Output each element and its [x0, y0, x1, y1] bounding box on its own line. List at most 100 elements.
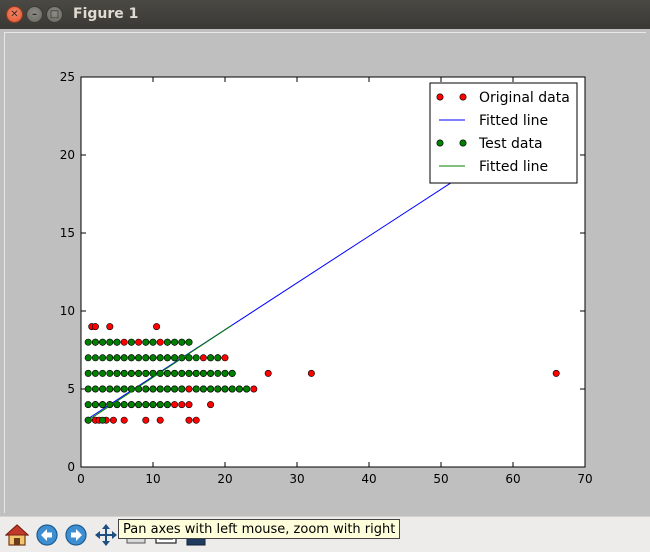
data-point [109, 416, 117, 424]
data-point [185, 369, 193, 377]
data-point [113, 354, 121, 362]
data-point [91, 323, 99, 331]
series-3 [87, 324, 233, 421]
data-point [106, 401, 114, 409]
data-point [142, 369, 150, 377]
data-point [163, 354, 171, 362]
data-point [149, 338, 157, 346]
data-point [243, 385, 251, 393]
data-point [84, 385, 92, 393]
data-point [91, 354, 99, 362]
data-point [171, 369, 179, 377]
back-arrow-icon [36, 524, 58, 546]
data-point [149, 369, 157, 377]
legend-marker [459, 93, 467, 101]
data-point [178, 338, 186, 346]
y-tick-label: 20 [60, 148, 75, 162]
x-tick-label: 60 [505, 472, 520, 486]
minimize-icon: – [32, 8, 37, 20]
data-point [84, 369, 92, 377]
data-point [178, 385, 186, 393]
series-1 [87, 179, 456, 420]
x-tick-label: 40 [361, 472, 376, 486]
data-point [135, 401, 143, 409]
data-point [207, 369, 215, 377]
data-point [221, 385, 229, 393]
data-series [84, 179, 560, 424]
data-point [142, 401, 150, 409]
window-title: Figure 1 [73, 6, 139, 22]
fitted-line [87, 324, 233, 421]
data-point [120, 338, 128, 346]
data-point [120, 401, 128, 409]
data-point [192, 354, 200, 362]
data-point [307, 369, 315, 377]
data-point [207, 354, 215, 362]
y-tick-label: 25 [60, 70, 75, 84]
legend-label: Test data [478, 136, 543, 152]
data-point [171, 401, 179, 409]
data-point [99, 338, 107, 346]
x-tick-label: 20 [217, 472, 232, 486]
maximize-icon: □ [49, 8, 60, 20]
data-point [113, 385, 121, 393]
data-point [120, 369, 128, 377]
chart[interactable]: 0 10 20 30 40 50 60 70 0 5 10 15 20 25 Original data F… [0, 29, 650, 516]
data-point [171, 338, 179, 346]
data-point [91, 385, 99, 393]
x-tick-label: 10 [145, 472, 160, 486]
data-point [142, 385, 150, 393]
data-point [127, 354, 135, 362]
data-point [199, 354, 207, 362]
x-tick-label: 0 [77, 472, 85, 486]
data-point [120, 385, 128, 393]
data-point [192, 385, 200, 393]
data-point [127, 369, 135, 377]
data-point [106, 385, 114, 393]
minimize-button[interactable]: – [26, 6, 43, 23]
data-point [91, 401, 99, 409]
data-point [163, 338, 171, 346]
data-point [99, 354, 107, 362]
x-tick-label: 30 [289, 472, 304, 486]
data-point [264, 369, 272, 377]
toolbar-tooltip: Pan axes with left mouse, zoom with righ… [118, 519, 401, 539]
home-button[interactable] [4, 522, 30, 548]
data-point [228, 385, 236, 393]
data-point [120, 354, 128, 362]
data-point [120, 416, 128, 424]
data-point [99, 401, 107, 409]
data-point [149, 385, 157, 393]
data-point [185, 338, 193, 346]
pan-button[interactable] [93, 522, 119, 548]
data-point [192, 416, 200, 424]
axis-ticks: 0 10 20 30 40 50 60 70 0 5 10 15 20 25 [60, 70, 593, 486]
legend-label: Original data [479, 90, 570, 106]
data-point [135, 338, 143, 346]
forward-button[interactable] [63, 522, 89, 548]
maximize-button[interactable]: □ [46, 6, 63, 23]
data-point [106, 338, 114, 346]
close-button[interactable]: ✕ [6, 6, 23, 23]
data-point [178, 401, 186, 409]
data-point [214, 369, 222, 377]
data-point [156, 338, 164, 346]
data-point [214, 385, 222, 393]
data-point [199, 385, 207, 393]
data-point [221, 369, 229, 377]
data-point [99, 385, 107, 393]
data-point [91, 369, 99, 377]
data-point [192, 369, 200, 377]
back-button[interactable] [34, 522, 60, 548]
data-point [127, 338, 135, 346]
window-titlebar: ✕ – □ Figure 1 [0, 0, 650, 29]
legend: Original data Fitted line Test data Fitted … [429, 82, 578, 184]
y-tick-label: 15 [60, 226, 75, 240]
x-tick-label: 70 [577, 472, 592, 486]
data-point [171, 354, 179, 362]
data-point [156, 416, 164, 424]
y-tick-label: 0 [67, 460, 75, 474]
data-point [99, 369, 107, 377]
data-point [142, 354, 150, 362]
data-point [149, 401, 157, 409]
